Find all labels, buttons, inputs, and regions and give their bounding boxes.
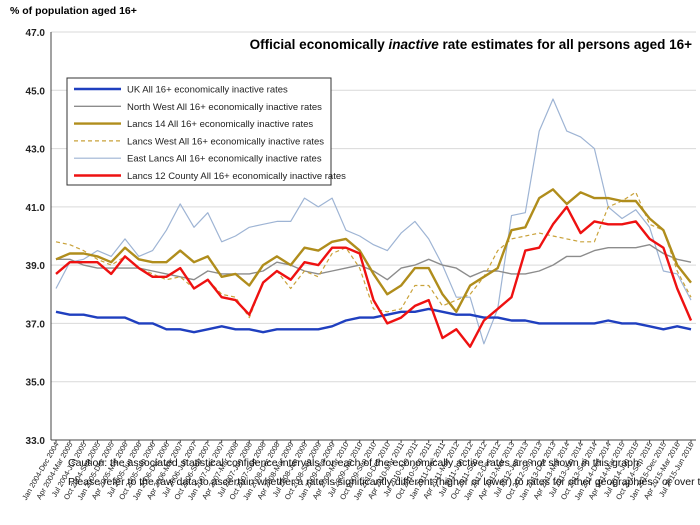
legend-label-2: Lancs 14 All 16+ economically inactive r… (127, 119, 313, 130)
legend-box (66, 77, 332, 186)
series-line-2 (55, 188, 692, 313)
y-tick-label: 33.0 (26, 436, 46, 447)
y-tick-label: 39.0 (26, 261, 46, 272)
legend-label-3: Lancs West All 16+ economically inactive… (127, 136, 324, 147)
y-tick-label: 43.0 (26, 145, 46, 156)
series-lines (55, 98, 693, 348)
y-tick-label: 37.0 (26, 319, 46, 330)
legend-label-1: North West All 16+ economically inactive… (127, 102, 322, 113)
series-line-5 (55, 205, 693, 348)
series-line-1 (56, 243, 692, 281)
legend-label-4: East Lancs All 16+ economically inactive… (127, 154, 322, 165)
legend-label-5: Lancs 12 County All 16+ economically ina… (127, 171, 346, 182)
series-line-0 (55, 307, 692, 334)
legend-label-0: UK All 16+ economically inactive rates (127, 85, 288, 96)
y-axis-label: % of population aged 16+ (10, 5, 137, 17)
caution-note: Caution: the associated statistical conf… (68, 457, 642, 469)
series-line-4 (55, 98, 692, 345)
y-tick-label: 35.0 (26, 378, 46, 389)
chart-title: Official economically inactive rate esti… (250, 37, 692, 52)
refer-note: Please refer to the raw data to ascertai… (68, 476, 700, 488)
y-tick-label: 45.0 (26, 86, 46, 97)
y-tick-label: 47.0 (26, 28, 46, 39)
y-tick-label: 41.0 (26, 203, 46, 214)
y-axis-ticks: 33.0 35.0 37.0 39.0 41.0 43.0 45.0 47.0 (26, 28, 46, 447)
legend: UK All 16+ economically inactive rates No… (66, 77, 346, 186)
